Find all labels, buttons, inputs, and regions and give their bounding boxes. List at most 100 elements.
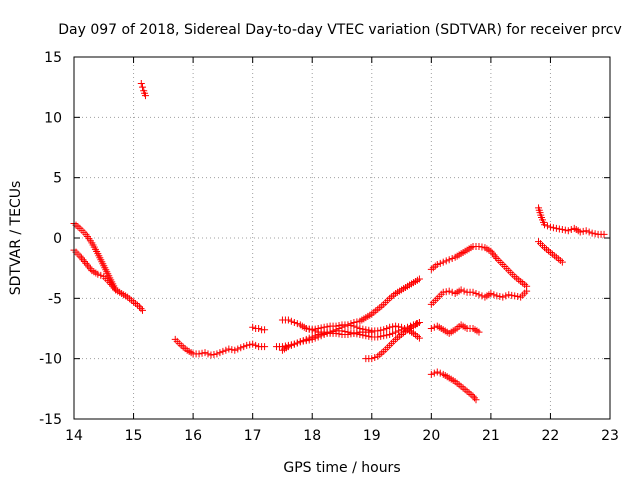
data-point [141, 92, 149, 100]
data-point [302, 325, 310, 332]
data-point [79, 256, 87, 264]
data-point [82, 259, 90, 267]
data-point [204, 350, 212, 358]
x-tick-label: 19 [363, 428, 381, 444]
data-point [210, 350, 218, 358]
data-point [317, 324, 325, 332]
data-point [246, 341, 254, 349]
data-point [344, 321, 352, 329]
data-point [490, 291, 498, 299]
data-point [137, 80, 145, 88]
data-point [591, 230, 599, 238]
data-point [374, 327, 382, 335]
data-point [383, 331, 391, 339]
data-point [222, 346, 230, 354]
data-point [546, 223, 554, 231]
data-point [243, 341, 251, 349]
data-point [493, 292, 501, 300]
data-point [308, 333, 316, 341]
data-point [332, 322, 340, 330]
data-point [442, 288, 450, 296]
data-point [436, 369, 444, 377]
x-tick-label: 15 [125, 428, 143, 444]
data-point [347, 329, 355, 337]
data-point [365, 332, 373, 340]
x-tick-labels: 14 15 16 17 18 19 20 21 22 23 [65, 428, 619, 444]
data-point [445, 256, 453, 264]
data-point [430, 369, 438, 377]
data-point [415, 318, 423, 326]
data-point [296, 338, 304, 346]
data-point [439, 258, 447, 266]
data-point [323, 323, 331, 331]
data-point [287, 341, 295, 349]
data-point [207, 351, 215, 359]
y-tick-label: -10 [39, 352, 62, 368]
data-point [445, 287, 453, 295]
data-point [335, 321, 343, 329]
data-point [311, 332, 319, 340]
y-tick-labels: -15 -10 -5 0 5 10 15 [39, 50, 62, 428]
data-point [293, 339, 301, 347]
data-point [198, 349, 206, 357]
data-point [320, 329, 328, 337]
data-point [261, 326, 269, 334]
data-point [287, 317, 295, 325]
data-point [439, 288, 447, 296]
data-point [344, 328, 352, 336]
data-point [353, 330, 361, 338]
data-point [471, 394, 479, 402]
data-point [359, 331, 367, 339]
data-point [490, 251, 498, 259]
data-point [237, 344, 245, 352]
data-point [389, 329, 397, 337]
data-point [600, 230, 608, 238]
plot-frame [73, 56, 611, 420]
data-point [457, 286, 465, 294]
x-tick-label: 16 [184, 428, 202, 444]
y-tick-label: 10 [44, 110, 62, 126]
data-point [97, 271, 105, 279]
data-point [433, 368, 441, 376]
x-tick-label: 20 [422, 428, 440, 444]
data-point [448, 255, 456, 263]
data-point [302, 335, 310, 343]
data-point [475, 242, 483, 250]
data-point [496, 293, 504, 301]
data-point [502, 292, 510, 300]
data-point [356, 325, 364, 332]
data-point [77, 254, 85, 262]
data-point [436, 259, 444, 267]
data-point [109, 282, 117, 290]
data-point [86, 265, 94, 273]
data-point [284, 316, 292, 324]
x-tick-label: 23 [601, 428, 619, 444]
data-point [576, 228, 584, 236]
data-point [293, 320, 301, 328]
data-point [558, 226, 566, 234]
data-point [225, 345, 233, 353]
data-point [231, 346, 239, 354]
data-point [561, 226, 569, 234]
data-point [392, 328, 400, 336]
data-point [308, 326, 316, 334]
data-point [368, 355, 376, 363]
data-point [85, 263, 93, 271]
data-point [240, 343, 248, 351]
data-point [415, 275, 423, 283]
data-point [311, 325, 319, 333]
data-point [137, 305, 145, 313]
data-point [392, 322, 400, 330]
data-point [383, 325, 391, 332]
data-point [508, 291, 516, 299]
data-point [433, 261, 441, 269]
data-point [314, 325, 322, 332]
data-point [290, 340, 298, 348]
data-point [83, 261, 91, 269]
data-point [323, 329, 331, 337]
data-point [398, 323, 406, 331]
data-point [540, 221, 548, 229]
data-point [371, 353, 379, 361]
y-axis-title: SDTVAR / TECUs [8, 181, 24, 296]
